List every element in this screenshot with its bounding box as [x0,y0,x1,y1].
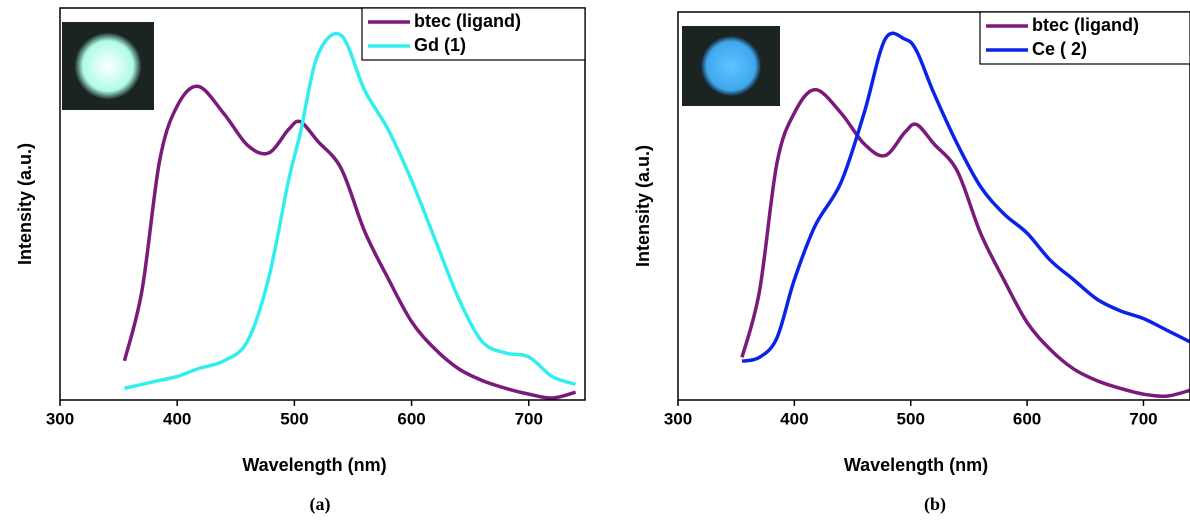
plot-frame [59,7,586,401]
x-tick-label: 500 [280,409,308,428]
legend-label: btec (ligand) [1032,15,1139,35]
x-tick-label: 600 [397,409,425,428]
series-line [122,84,577,400]
caption: (b) [924,494,946,515]
legend-label: btec (ligand) [414,11,521,31]
caption: (a) [310,494,331,515]
x-tick-label: 300 [664,409,692,428]
x-tick-label: 700 [515,409,543,428]
x-tick-label: 400 [163,409,191,428]
x-tick-label: 500 [897,409,925,428]
inset-spot [700,35,762,97]
x-tick-label: 400 [780,409,808,428]
legend-box [979,11,1190,65]
x-axis-label: Wavelength (nm) [844,455,988,475]
series-line [124,31,577,390]
legend-label: Gd (1) [414,35,466,55]
legend-box [361,7,586,61]
y-axis-label: Intensity (a.u.) [633,145,653,267]
x-tick-label: 700 [1129,409,1157,428]
x-tick-label: 300 [46,409,74,428]
legend-label: Ce ( 2) [1032,39,1087,59]
x-tick-label: 600 [1013,409,1041,428]
plot-frame [677,11,1190,401]
series-line [741,31,1190,363]
y-axis-label: Intensity (a.u.) [15,143,35,265]
series-line [740,87,1190,399]
x-axis-label: Wavelength (nm) [242,455,386,475]
inset-spot [74,32,142,100]
